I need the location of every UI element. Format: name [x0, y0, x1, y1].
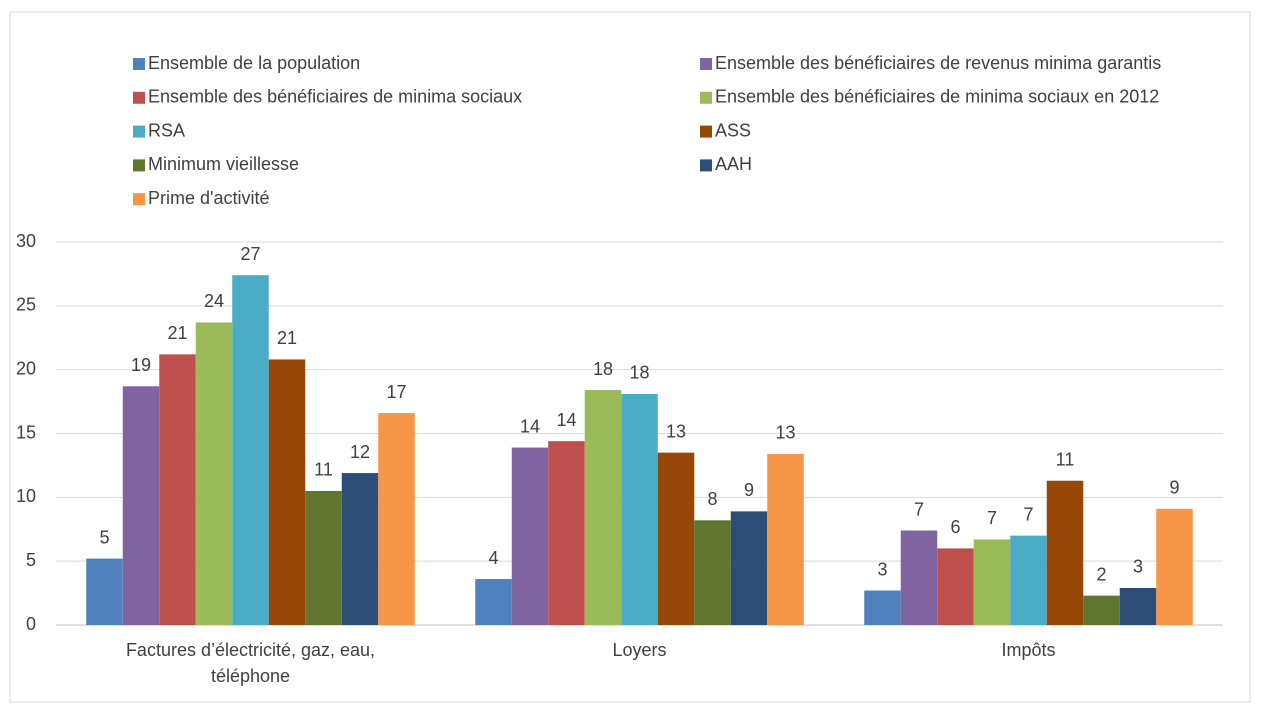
bar: [621, 393, 658, 625]
data-label: 19: [131, 355, 151, 375]
bar: [1119, 587, 1157, 625]
legend-swatch: [133, 125, 145, 138]
bar: [1156, 508, 1193, 625]
legend-swatch: [700, 125, 712, 138]
bar: [159, 354, 196, 625]
data-label: 8: [707, 489, 717, 509]
bar: [232, 275, 269, 625]
x-tick-label: Impôts: [1001, 640, 1056, 660]
legend-label: Ensemble des bénéficiaires de minima soc…: [715, 87, 1159, 107]
bar: [864, 590, 901, 625]
y-tick-label: 25: [16, 295, 36, 315]
data-label: 17: [386, 382, 406, 402]
data-label: 18: [629, 363, 649, 383]
data-label: 13: [775, 423, 795, 443]
data-label: 21: [167, 323, 187, 343]
data-label: 11: [1056, 449, 1075, 469]
data-label: 3: [877, 559, 887, 579]
data-label: 12: [350, 442, 370, 462]
bar: [122, 386, 160, 625]
data-label: 7: [914, 499, 924, 519]
data-label: 13: [666, 421, 686, 441]
bar: [657, 452, 695, 625]
data-label: 14: [556, 410, 576, 430]
legend-swatch: [700, 159, 712, 172]
legend-swatch: [133, 159, 145, 172]
bar: [1010, 535, 1047, 625]
legend-label: Ensemble de la population: [148, 53, 360, 73]
bar: [378, 413, 415, 625]
y-tick-label: 15: [16, 422, 36, 442]
x-tick-label: Loyers: [612, 640, 667, 660]
bar: [268, 359, 306, 625]
legend-label: Ensemble des bénéficiaires de revenus mi…: [715, 53, 1161, 73]
y-tick-label: 10: [16, 486, 36, 506]
bar: [548, 441, 585, 625]
legend-label: ASS: [715, 120, 751, 140]
legend-label: AAH: [715, 154, 752, 174]
bar: [511, 447, 549, 625]
data-label: 4: [488, 548, 498, 568]
data-label: 5: [99, 527, 109, 547]
bar: [694, 520, 731, 625]
data-label: 6: [950, 517, 960, 537]
chart-border: [9, 11, 1251, 703]
legend-swatch: [133, 91, 145, 104]
data-label: 24: [204, 291, 224, 311]
data-label: 9: [1169, 478, 1179, 498]
data-label: 14: [520, 416, 540, 436]
data-label: 7: [1023, 504, 1033, 524]
bar: [341, 473, 379, 625]
bar: [305, 490, 342, 625]
y-tick-label: 5: [26, 550, 36, 570]
bar: [86, 558, 123, 625]
data-label: 3: [1133, 557, 1143, 577]
bar: [973, 539, 1011, 625]
legend-swatch: [133, 193, 145, 206]
legend-label: Prime d'activité: [148, 188, 269, 208]
data-label: 2: [1096, 564, 1106, 584]
data-label: 21: [277, 328, 297, 348]
legend-label: Minimum vieillesse: [148, 154, 299, 174]
bar: [730, 511, 768, 625]
bar: [584, 390, 622, 625]
legend-swatch: [133, 58, 145, 70]
bar: [475, 579, 512, 625]
data-label: 18: [593, 359, 613, 379]
data-label: 7: [987, 508, 997, 528]
bar: [937, 548, 974, 625]
y-tick-label: 30: [16, 231, 36, 251]
data-label: 11: [314, 460, 333, 480]
legend-swatch: [700, 58, 712, 70]
bar: [1083, 595, 1120, 625]
legend-label: Ensemble des bénéficiaires de minima soc…: [148, 87, 522, 107]
y-tick-label: 0: [26, 614, 36, 634]
y-tick-label: 20: [16, 358, 36, 378]
data-label: 9: [744, 480, 754, 500]
legend-label: RSA: [148, 120, 185, 140]
bar: [900, 530, 938, 625]
x-tick-label: Factures d’électricité, gaz, eau, téléph…: [125, 640, 376, 686]
bar: [767, 453, 804, 625]
bar: [195, 322, 233, 625]
bar: [1046, 480, 1084, 625]
legend-swatch: [700, 91, 712, 104]
data-label: 27: [240, 244, 260, 264]
